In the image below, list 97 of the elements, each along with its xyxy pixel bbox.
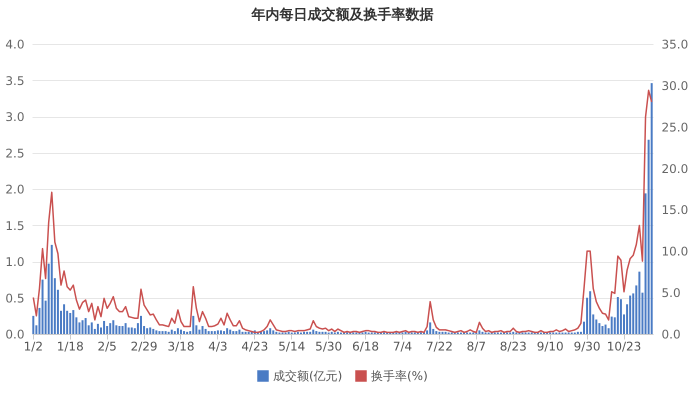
bar <box>183 331 186 334</box>
bar <box>180 330 182 334</box>
bar <box>589 291 592 334</box>
x-tick-label: 2/29 <box>130 340 158 354</box>
bar <box>598 323 600 334</box>
bar <box>263 331 266 334</box>
bar <box>140 316 142 334</box>
y2-tick-label: 35.0 <box>662 38 688 52</box>
legend-label: 成交额(亿元) <box>273 369 342 383</box>
bar <box>214 331 216 334</box>
bar <box>82 320 84 334</box>
x-tick-label: 4/3 <box>208 340 228 354</box>
bar <box>220 330 222 334</box>
bar <box>478 330 480 334</box>
bar <box>122 326 124 334</box>
bar <box>620 299 622 334</box>
bar <box>235 331 238 334</box>
bar <box>226 328 228 334</box>
bar <box>210 331 213 334</box>
bar <box>146 328 148 334</box>
bar <box>312 330 314 334</box>
bar <box>162 331 164 334</box>
bar <box>130 327 133 334</box>
bar <box>124 323 127 334</box>
bar <box>42 280 44 334</box>
bar <box>232 331 234 334</box>
x-tick-label: 4/23 <box>241 340 268 354</box>
bar <box>629 296 632 334</box>
bar <box>176 328 179 334</box>
bar <box>174 331 176 334</box>
x-tick-label: 8/7 <box>466 340 486 354</box>
bar <box>266 330 268 334</box>
x-tick-label: 7/4 <box>392 340 412 354</box>
bar <box>429 322 432 334</box>
bar <box>604 324 607 334</box>
y-tick-label: 1.0 <box>5 255 24 269</box>
bar <box>198 330 200 334</box>
x-tick-label: 1/18 <box>56 340 84 354</box>
x-tick-label: 9/10 <box>536 340 564 354</box>
x-tick-label: 2/5 <box>97 340 117 354</box>
bar <box>164 331 167 334</box>
bar <box>315 331 318 334</box>
bar <box>96 324 99 334</box>
y-tick-label: 2.0 <box>5 182 24 196</box>
bar <box>152 328 154 334</box>
x-tick-label: 1/2 <box>24 340 43 354</box>
y-tick-label: 1.5 <box>5 218 24 233</box>
bar <box>192 316 194 334</box>
y2-tick-label: 20.0 <box>662 162 688 176</box>
bar <box>269 328 272 334</box>
y2-tick-label: 25.0 <box>662 120 688 134</box>
bar <box>90 322 93 334</box>
y-tick-label: 0.0 <box>5 328 24 342</box>
y2-tick-label: 10.0 <box>662 244 688 259</box>
y2-tick-label: 5.0 <box>662 286 681 300</box>
bar <box>170 330 173 334</box>
bar <box>155 330 158 334</box>
bar <box>638 272 640 334</box>
x-tick-label: 6/18 <box>352 340 380 354</box>
bar <box>50 244 53 334</box>
bar <box>158 331 160 334</box>
chart-title: 年内每日成交额及换手率数据 <box>250 6 434 23</box>
x-tick-label: 8/23 <box>500 340 527 354</box>
y-tick-label: 3.5 <box>5 74 24 88</box>
x-tick-label: 3/18 <box>168 340 194 354</box>
bar <box>272 330 274 334</box>
bar <box>616 297 619 334</box>
bar <box>229 330 232 334</box>
bar <box>69 312 72 334</box>
y2-tick-label: 15.0 <box>662 203 688 218</box>
bar <box>208 331 210 334</box>
bar <box>118 326 120 334</box>
x-tick-label: 7/22 <box>426 340 453 354</box>
bar <box>204 328 207 334</box>
bar <box>63 304 66 334</box>
bar <box>601 326 604 334</box>
bar <box>202 326 204 334</box>
bar <box>223 331 226 334</box>
bar <box>238 330 240 334</box>
y-tick-label: 3.0 <box>5 110 24 124</box>
bar <box>103 320 106 334</box>
y-tick-label: 0.5 <box>5 291 24 306</box>
bar <box>149 327 152 334</box>
bar <box>84 318 87 334</box>
bar <box>109 323 112 334</box>
legend-label: 换手率(%) <box>371 369 428 383</box>
y-tick-label: 2.5 <box>5 146 24 160</box>
y2-tick-label: 30.0 <box>662 78 688 93</box>
y2-tick-label: 0.0 <box>662 328 681 342</box>
y-tick-label: 4.0 <box>5 38 24 52</box>
bar <box>216 330 219 334</box>
x-tick-label: 10/23 <box>606 340 642 354</box>
x-tick-label: 5/30 <box>315 340 342 354</box>
bar <box>128 327 130 334</box>
x-tick-label: 9/30 <box>574 340 601 354</box>
bar <box>435 331 438 334</box>
x-tick-label: 5/14 <box>278 340 306 354</box>
